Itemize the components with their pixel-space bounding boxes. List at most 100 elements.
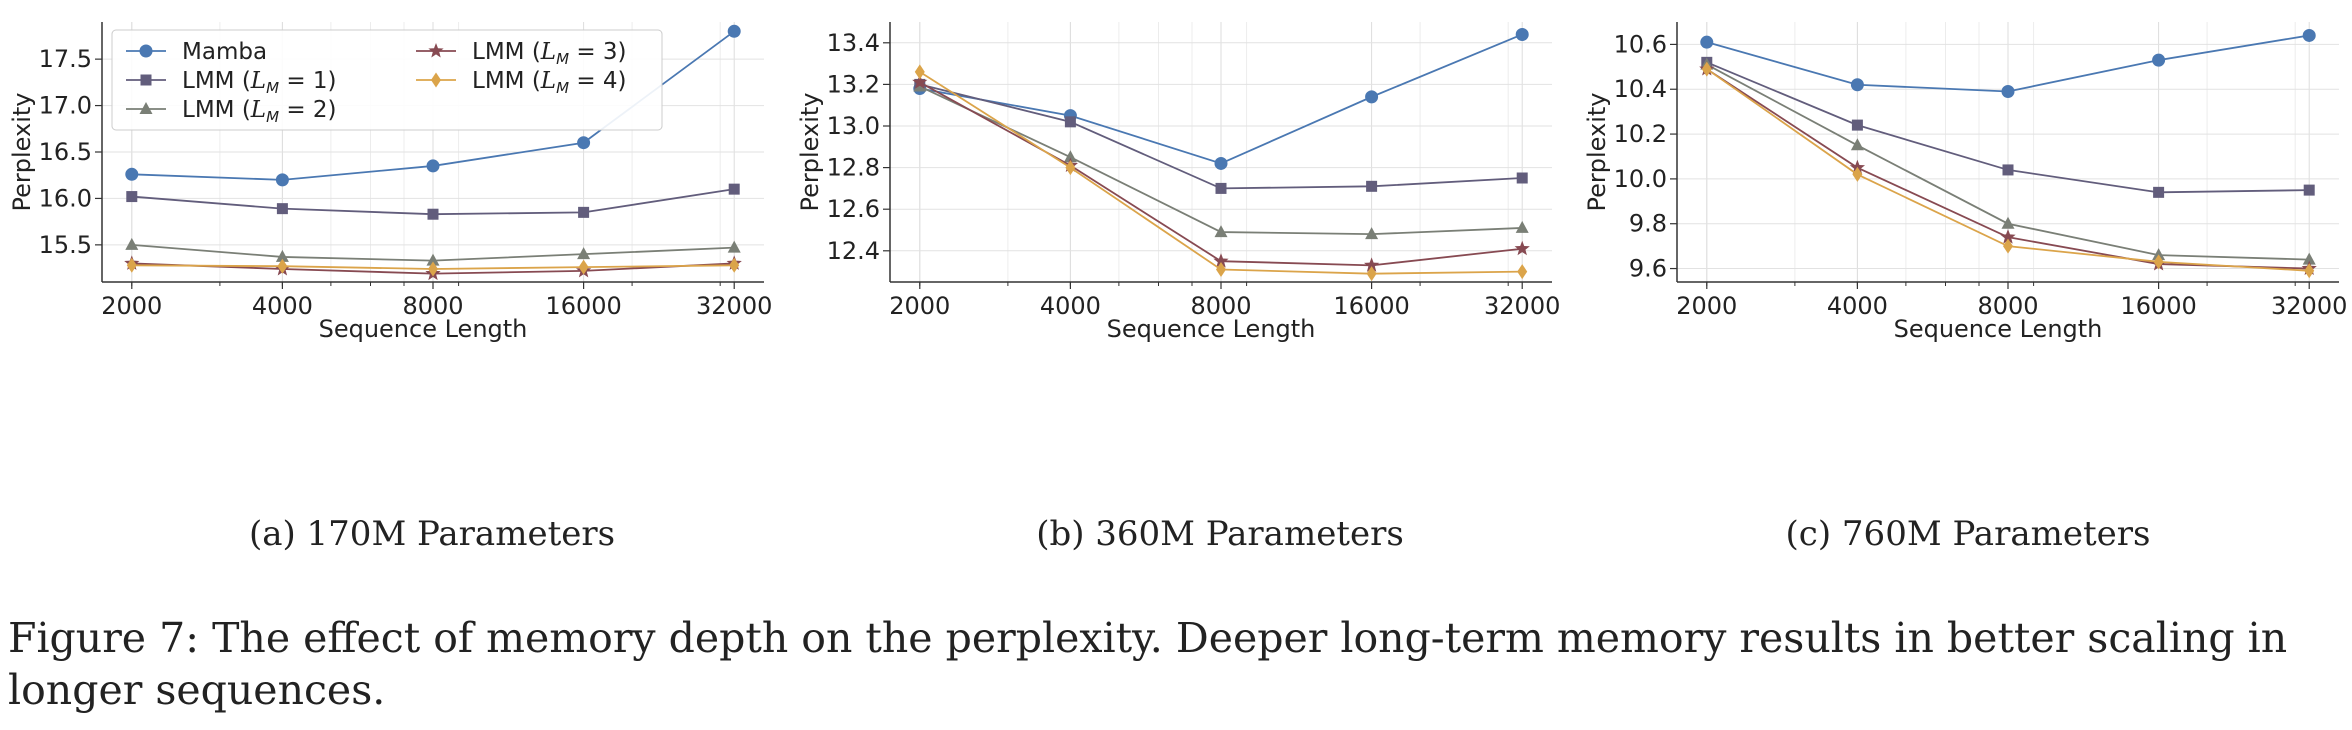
x-tick-label: 2000 xyxy=(101,292,162,320)
figure-caption-label: Figure 7: xyxy=(8,614,200,662)
subplot-caption-b: (b) 360M Parameters xyxy=(1036,514,1404,554)
data-point-lmm3 xyxy=(1213,253,1229,268)
legend-marker-lmm3 xyxy=(428,43,444,58)
data-point-lmm1 xyxy=(1516,172,1528,184)
legend-marker-lmm1 xyxy=(140,74,152,86)
x-tick-label: 32000 xyxy=(1484,292,1560,320)
legend-label-lmm2: LMM (LM = 2) xyxy=(182,97,337,126)
data-point-lmm1 xyxy=(427,208,439,220)
data-point-lmm2 xyxy=(275,249,289,262)
figure-caption: Figure 7: The effect of memory depth on … xyxy=(8,612,2338,716)
x-tick-label: 2000 xyxy=(889,292,950,320)
legend: Mamba LMM (LM = 1)LMM (LM = 2) LMM (LM = 3… xyxy=(111,29,663,131)
legend-marker-lmm2 xyxy=(139,102,153,114)
data-point-lmm1 xyxy=(578,206,590,218)
data-point-lmm1 xyxy=(1064,116,1076,128)
x-axis-label: Sequence Length xyxy=(1894,315,2103,343)
data-point-lmm2 xyxy=(1515,220,1529,233)
data-point-lmm3 xyxy=(1514,240,1530,256)
x-tick-label: 8000 xyxy=(402,292,463,320)
x-tick-label: 8000 xyxy=(1190,292,1251,320)
data-point-lmm4 xyxy=(1216,262,1226,278)
data-point-lmm4 xyxy=(2003,238,2013,254)
data-point-mamba xyxy=(2152,53,2166,67)
data-point-lmm2 xyxy=(727,240,741,253)
y-tick-label: 17.0 xyxy=(39,92,92,120)
x-axis-label: Sequence Length xyxy=(319,315,528,343)
legend-label-lmm1: LMM (LM = 1) xyxy=(182,68,337,97)
x-tick-label: 32000 xyxy=(2271,292,2347,320)
y-tick-label: 10.2 xyxy=(1614,120,1667,148)
y-axis-label: Perplexity xyxy=(1583,93,1611,212)
y-tick-label: 9.8 xyxy=(1629,210,1667,238)
data-point-lmm4 xyxy=(1701,61,1712,77)
y-tick-label: 9.6 xyxy=(1629,255,1667,283)
data-point-lmm3 xyxy=(1364,257,1380,272)
x-tick-label: 4000 xyxy=(1827,292,1888,320)
subplot-caption-c: (c) 760M Parameters xyxy=(1785,514,2151,554)
data-point-mamba xyxy=(1700,35,1714,49)
y-tick-label: 16.0 xyxy=(39,184,92,212)
y-tick-label: 12.4 xyxy=(827,237,880,265)
data-point-mamba xyxy=(727,24,741,38)
subplot-caption-a: (a) 170M Parameters xyxy=(248,514,616,554)
data-point-lmm4 xyxy=(578,259,589,275)
data-point-lmm4 xyxy=(914,64,925,80)
data-point-lmm3 xyxy=(2000,229,2016,244)
data-point-lmm2 xyxy=(1365,227,1379,240)
data-point-lmm2 xyxy=(2001,216,2015,229)
x-tick-label: 16000 xyxy=(2120,292,2196,320)
data-point-lmm4 xyxy=(1517,264,1528,280)
data-point-mamba xyxy=(1515,27,1529,41)
data-point-lmm1 xyxy=(2303,184,2315,196)
data-point-lmm4 xyxy=(1065,160,1076,176)
x-tick-label: 8000 xyxy=(1977,292,2038,320)
data-point-mamba xyxy=(426,159,440,173)
data-point-lmm2 xyxy=(125,237,139,250)
y-axis-label: Perplexity xyxy=(796,93,824,212)
figure-charts: 2000 4000 8000 16000 32000 15.5 16.0 16.5 17.0 17… xyxy=(8,22,2347,343)
data-point-mamba xyxy=(1850,78,1864,92)
data-point-lmm4 xyxy=(277,258,288,274)
figure-caption-text: The effect of memory depth on the perple… xyxy=(8,614,2288,714)
legend-box xyxy=(111,29,663,131)
legend-label-lmm4: LMM (LM = 4) xyxy=(472,68,627,97)
data-point-lmm2 xyxy=(2302,252,2316,265)
data-point-mamba xyxy=(125,167,139,181)
data-point-lmm1 xyxy=(126,191,138,203)
data-point-mamba xyxy=(1365,90,1379,104)
data-point-lmm1 xyxy=(728,183,740,195)
data-point-lmm4 xyxy=(729,257,740,273)
data-point-lmm1 xyxy=(1366,180,1378,192)
x-tick-label: 32000 xyxy=(696,292,772,320)
y-tick-label: 10.4 xyxy=(1614,75,1667,103)
data-point-mamba xyxy=(2001,84,2015,98)
data-point-lmm1 xyxy=(276,203,288,215)
y-tick-label: 17.5 xyxy=(39,45,92,73)
legend-marker-lmm4 xyxy=(431,72,441,88)
y-tick-label: 12.6 xyxy=(827,195,880,223)
data-point-mamba xyxy=(2302,28,2316,42)
data-point-lmm2 xyxy=(577,247,591,260)
x-axis-label: Sequence Length xyxy=(1107,315,1316,343)
data-point-lmm2 xyxy=(1063,150,1077,163)
data-point-lmm3 xyxy=(912,74,928,89)
data-point-lmm4 xyxy=(1366,266,1377,282)
y-tick-label: 15.5 xyxy=(39,231,92,259)
data-point-mamba xyxy=(1214,156,1228,170)
data-point-lmm1 xyxy=(2002,164,2014,176)
x-tick-label: 16000 xyxy=(545,292,621,320)
x-tick-label: 16000 xyxy=(1333,292,1409,320)
chart-panel-2: 2000 4000 8000 16000 32000 9.6 9.8 10.0 10.2 10.4… xyxy=(1583,22,2347,343)
y-tick-label: 13.4 xyxy=(827,29,880,57)
data-point-lmm4 xyxy=(428,261,438,277)
data-point-lmm1 xyxy=(1851,119,1863,131)
data-point-lmm4 xyxy=(2304,263,2315,279)
data-point-mamba xyxy=(577,136,591,150)
data-point-lmm2 xyxy=(426,253,440,266)
legend-marker-mamba xyxy=(139,44,153,58)
data-point-lmm4 xyxy=(1852,166,1863,182)
chart-panel-1: 2000 4000 8000 16000 32000 12.4 12.6 12.8 13.0 13… xyxy=(796,22,1560,343)
y-tick-label: 16.5 xyxy=(39,138,92,166)
data-point-mamba xyxy=(275,173,289,187)
